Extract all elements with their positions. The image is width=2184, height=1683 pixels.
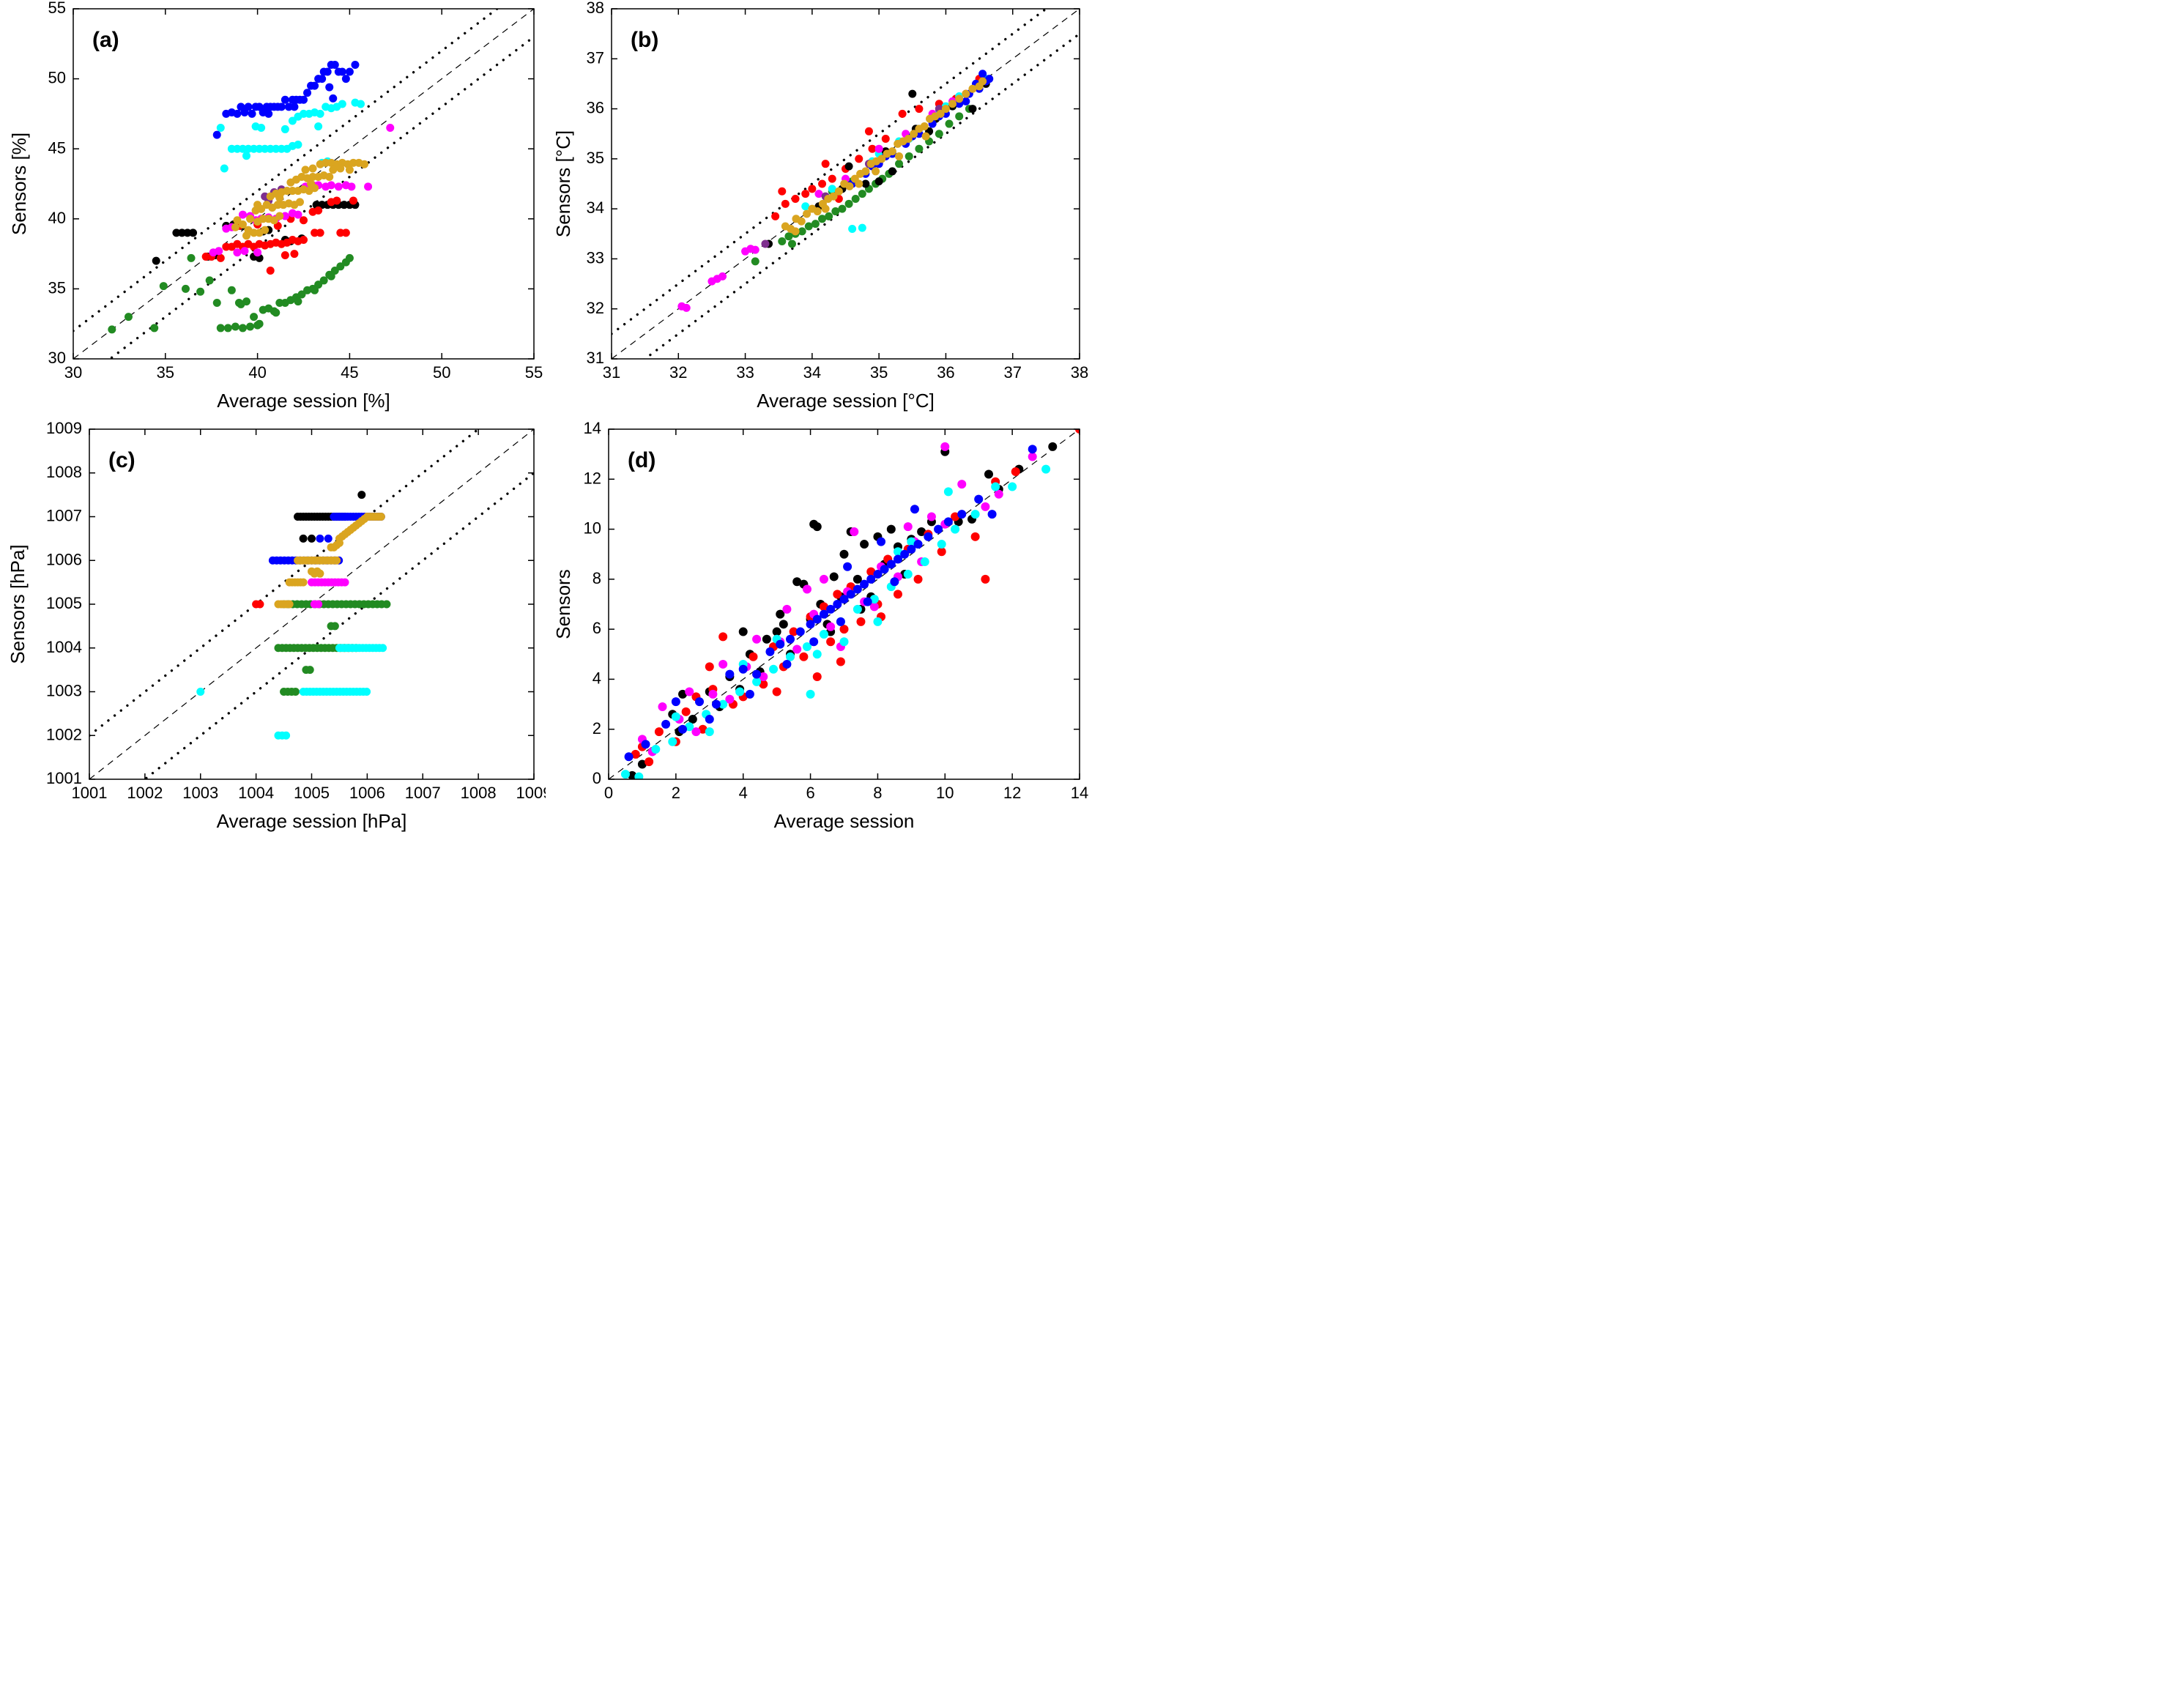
panel-b-chart — [546, 0, 1091, 420]
panel-d — [546, 420, 1091, 841]
panel-c — [0, 420, 546, 841]
panel-a-chart — [0, 0, 546, 420]
panel-b — [546, 0, 1091, 420]
panel-a — [0, 0, 546, 420]
figure — [0, 0, 1091, 841]
panel-c-chart — [0, 420, 546, 841]
panel-d-chart — [546, 420, 1091, 841]
